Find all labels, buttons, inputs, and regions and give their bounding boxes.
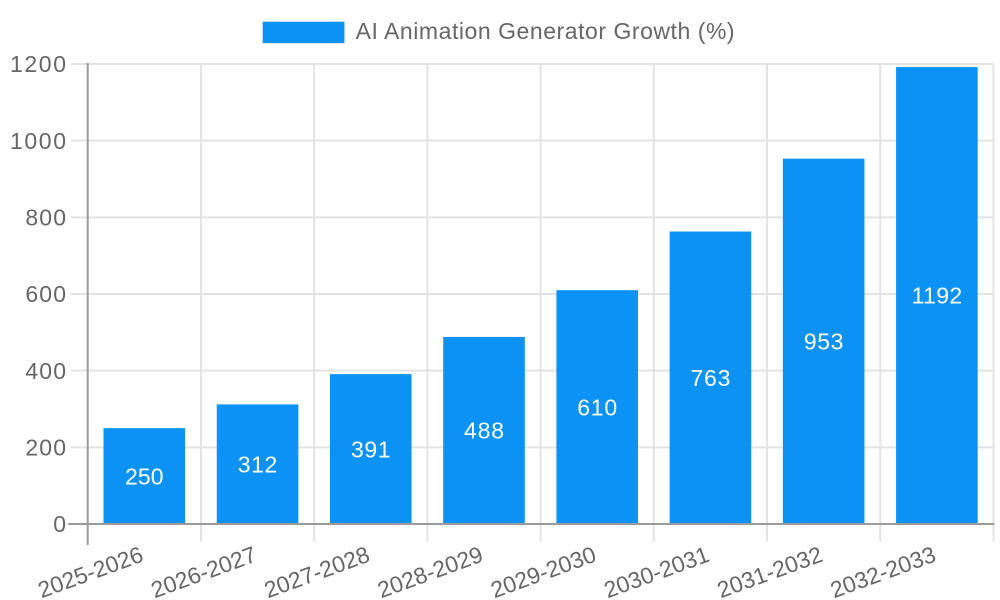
svg-text:0: 0 — [53, 511, 66, 537]
svg-text:400: 400 — [25, 358, 66, 384]
svg-text:1192: 1192 — [912, 283, 963, 309]
svg-text:312: 312 — [238, 451, 278, 477]
svg-text:2028-2029: 2028-2029 — [374, 541, 486, 600]
svg-text:1200: 1200 — [10, 51, 66, 77]
svg-text:AI Animation Generator Growth: AI Animation Generator Growth (%) — [356, 18, 735, 44]
svg-text:610: 610 — [577, 394, 617, 420]
svg-text:2025-2026: 2025-2026 — [34, 541, 146, 600]
svg-text:2031-2032: 2031-2032 — [714, 541, 826, 600]
svg-text:2029-2030: 2029-2030 — [487, 541, 599, 600]
svg-text:2030-2031: 2030-2031 — [600, 541, 712, 600]
svg-text:2032-2033: 2032-2033 — [827, 541, 939, 600]
svg-text:763: 763 — [690, 365, 730, 391]
svg-text:2027-2028: 2027-2028 — [261, 541, 373, 600]
svg-text:953: 953 — [804, 329, 844, 355]
svg-text:800: 800 — [25, 205, 66, 231]
svg-text:200: 200 — [25, 435, 66, 461]
svg-text:600: 600 — [25, 281, 66, 307]
svg-text:250: 250 — [125, 463, 164, 489]
svg-text:1000: 1000 — [10, 128, 66, 154]
svg-text:391: 391 — [351, 436, 391, 462]
svg-text:488: 488 — [464, 418, 504, 444]
svg-text:2026-2027: 2026-2027 — [147, 541, 259, 600]
